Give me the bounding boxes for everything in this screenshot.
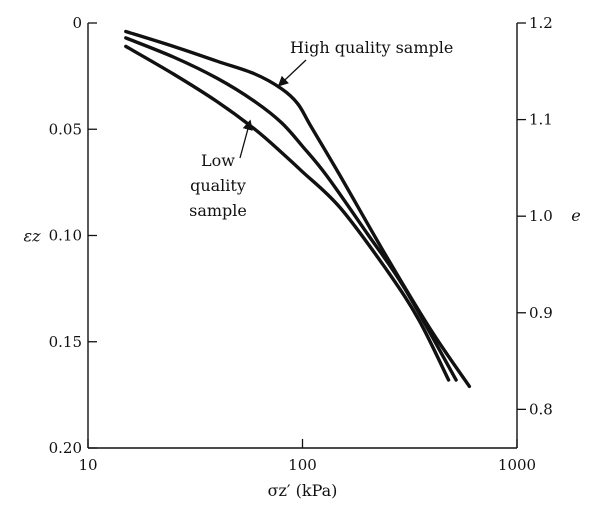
y-tick-label: 0.15 xyxy=(49,333,82,351)
y2-tick-label: 1.1 xyxy=(529,111,553,129)
y2-axis-title: e xyxy=(571,206,580,225)
y-tick-label: 0.20 xyxy=(49,439,82,457)
x-tick-label: 10 xyxy=(78,456,97,474)
curves-group xyxy=(124,29,472,389)
annotation-arrow-high-quality xyxy=(277,59,307,87)
y-tick-label: 0.10 xyxy=(49,227,82,245)
y-axis-title: εz xyxy=(23,227,41,246)
y2-tick-label: 1.2 xyxy=(529,14,553,32)
ticks-group: 0 0.05 0.10 0.15 0.20 0.8 0.9 1.0 1.1 1.2 10 100 100… xyxy=(49,14,553,474)
y-tick-label: 0 xyxy=(72,14,82,32)
annotation-arrow-low-quality xyxy=(239,119,253,159)
x-axis-title: σz′ (kPa) xyxy=(268,481,338,500)
y-tick-label: 0.05 xyxy=(49,120,82,138)
annotation-high-quality: High quality sample xyxy=(290,38,453,57)
series-line-1 xyxy=(124,36,458,382)
series-line-0 xyxy=(124,29,472,389)
annotation-low-quality-line: Low xyxy=(201,151,235,170)
annotations-group: High quality sample Low quality sample xyxy=(189,38,453,220)
annotation-low-quality-line: sample xyxy=(189,201,247,220)
series-line-2 xyxy=(124,44,451,382)
y2-tick-label: 0.8 xyxy=(529,400,553,418)
y2-tick-label: 0.9 xyxy=(529,304,553,322)
axes-group: σz′ (kPa) εz e xyxy=(23,23,581,500)
x-tick-label: 1000 xyxy=(498,456,536,474)
y2-tick-label: 1.0 xyxy=(529,207,553,225)
x-tick-label: 100 xyxy=(288,456,317,474)
annotation-low-quality-line: quality xyxy=(190,176,246,195)
